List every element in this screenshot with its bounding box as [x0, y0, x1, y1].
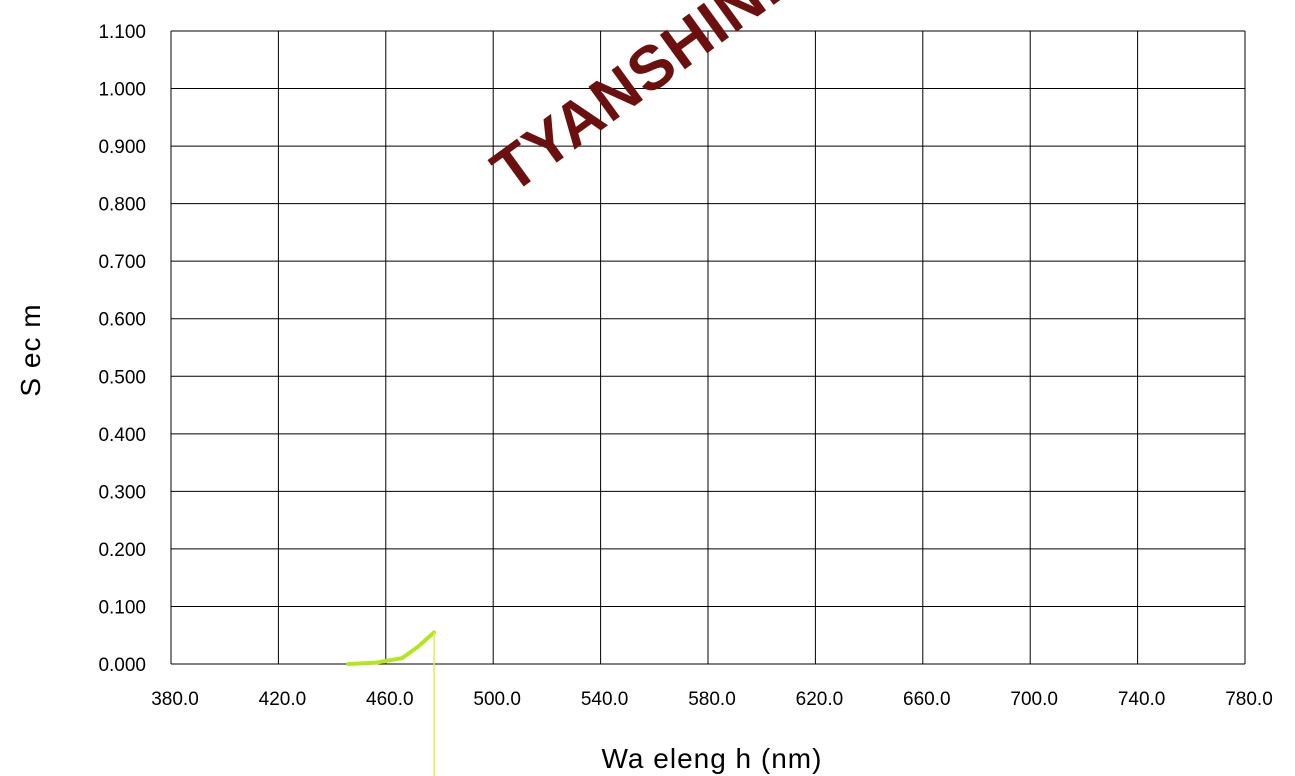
y-tick-label: 0.800 [98, 195, 146, 216]
y-tick-label: 0.300 [98, 482, 146, 503]
y-tick-label: 0.900 [98, 137, 146, 158]
x-tick-label: 660.0 [903, 689, 951, 710]
x-tick-label: 500.0 [473, 689, 521, 710]
series-line [346, 630, 437, 666]
y-tick-label: 0.400 [98, 425, 146, 446]
x-axis-title: Wa eleng h (nm) [602, 743, 823, 774]
y-tick-label: 1.000 [98, 80, 146, 101]
y-tick-label: 0.100 [98, 597, 146, 618]
x-tick-label: 780.0 [1225, 689, 1273, 710]
y-tick-label: 0.600 [98, 310, 146, 331]
x-tick-label: 700.0 [1010, 689, 1058, 710]
y-tick-label: 0.700 [98, 252, 146, 273]
y-tick-label: 1.100 [98, 22, 146, 43]
x-tick-label: 460.0 [366, 689, 414, 710]
grid [170, 30, 1246, 665]
series-layer [346, 630, 437, 776]
x-tick-label: 540.0 [581, 689, 629, 710]
x-tick-label: 580.0 [688, 689, 736, 710]
x-tick-label: 380.0 [151, 689, 199, 710]
y-tick-label: 0.000 [98, 655, 146, 676]
x-tick-label: 420.0 [259, 689, 307, 710]
x-tick-label: 740.0 [1118, 689, 1166, 710]
y-tick-label: 0.200 [98, 540, 146, 561]
y-tick-label: 0.500 [98, 367, 146, 388]
x-tick-labels: 380.0 420.0 460.0 500.0 540.0 580.0 620.0 660.0… [151, 689, 1273, 710]
y-axis-title: S ec m [15, 303, 46, 396]
y-tick-labels: 0.000 0.100 0.200 0.300 0.400 0.500 0.600 0.700… [98, 22, 146, 676]
x-tick-label: 620.0 [796, 689, 844, 710]
